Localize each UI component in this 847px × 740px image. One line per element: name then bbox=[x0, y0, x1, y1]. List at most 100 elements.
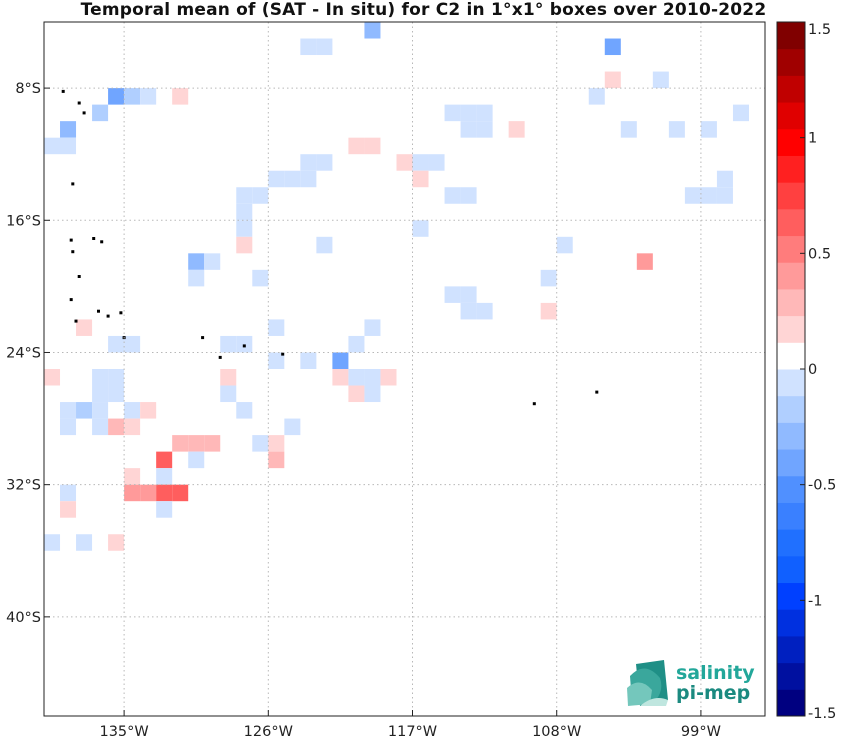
colorbar-segment bbox=[777, 529, 805, 557]
colorbar-segment bbox=[777, 102, 805, 130]
data-cell bbox=[732, 104, 749, 122]
data-cell bbox=[188, 269, 205, 287]
data-cell bbox=[636, 22, 653, 39]
data-cell bbox=[300, 154, 317, 171]
data-cell bbox=[188, 435, 205, 452]
data-cell bbox=[700, 121, 717, 138]
longitude-axis: 135°W 126°W 117°W 108°W 99°W bbox=[99, 710, 721, 740]
data-cell bbox=[316, 236, 333, 254]
data-cell bbox=[220, 369, 237, 386]
land-point bbox=[97, 309, 100, 313]
salinity-pi-mep-logo: salinity pi-mep bbox=[627, 660, 755, 706]
colorbar-segment bbox=[777, 475, 805, 503]
colorbar-segment bbox=[777, 662, 805, 690]
land-point bbox=[100, 240, 104, 244]
data-cell bbox=[92, 369, 109, 386]
land-point bbox=[242, 344, 246, 348]
lon-tick-label: 117°W bbox=[388, 724, 437, 740]
data-cell bbox=[412, 22, 429, 39]
data-cell bbox=[108, 385, 125, 403]
map-title: Temporal mean of (SAT - In situ) for C2 … bbox=[80, 0, 767, 20]
colorbar-segment bbox=[777, 48, 805, 76]
data-cell bbox=[236, 187, 253, 204]
colorbar-segment bbox=[777, 395, 805, 423]
plot-frame bbox=[43, 21, 766, 717]
data-cell bbox=[156, 501, 173, 518]
data-cell bbox=[60, 121, 77, 138]
land-point bbox=[218, 355, 222, 359]
data-cell bbox=[108, 335, 125, 353]
data-cell bbox=[652, 71, 669, 89]
colorbar-segment bbox=[777, 582, 805, 610]
data-cell bbox=[620, 121, 637, 138]
data-cell bbox=[236, 236, 253, 254]
land-point bbox=[281, 352, 285, 356]
colorbar-segment bbox=[777, 22, 805, 50]
data-cell bbox=[412, 154, 429, 171]
land-point bbox=[201, 336, 205, 340]
colorbar-segment bbox=[777, 288, 805, 317]
plot-background bbox=[44, 22, 765, 716]
data-cell bbox=[252, 435, 269, 452]
data-cell bbox=[92, 402, 109, 419]
colorbar-segment bbox=[777, 235, 805, 263]
data-cell bbox=[92, 104, 109, 122]
data-cell bbox=[668, 121, 685, 138]
data-cell bbox=[60, 137, 77, 155]
data-cell bbox=[380, 369, 397, 386]
colorbar-segment bbox=[777, 342, 805, 370]
data-cell bbox=[332, 369, 349, 386]
land-point bbox=[532, 402, 536, 406]
data-cell bbox=[300, 38, 317, 56]
plot-area: 135°W 126°W 117°W 108°W 99°W 8°S 16°S 24°S 32°S… bbox=[6, 21, 766, 740]
data-cell bbox=[700, 22, 717, 39]
data-cell bbox=[76, 402, 93, 419]
data-cell bbox=[44, 534, 61, 551]
data-cell bbox=[124, 269, 141, 287]
logo-line1: salinity bbox=[676, 662, 755, 684]
data-cell bbox=[124, 335, 141, 353]
lat-tick-label: 16°S bbox=[6, 213, 41, 229]
data-cell bbox=[156, 484, 173, 502]
data-cell bbox=[700, 187, 717, 204]
land-point bbox=[82, 111, 86, 115]
data-cell bbox=[716, 170, 733, 188]
colorbar-segment bbox=[777, 635, 805, 664]
data-cell bbox=[572, 88, 589, 105]
data-cell bbox=[572, 269, 589, 287]
data-cell bbox=[444, 137, 461, 155]
data-cell bbox=[188, 451, 205, 469]
data-cell bbox=[124, 418, 141, 436]
data-cell bbox=[348, 385, 365, 403]
data-cell bbox=[540, 302, 557, 320]
data-cell bbox=[300, 352, 317, 369]
land-point bbox=[92, 237, 96, 240]
lon-tick-label: 126°W bbox=[244, 724, 293, 740]
colorbar-segment bbox=[777, 262, 805, 290]
colorbar-segment bbox=[777, 555, 805, 584]
data-cell bbox=[220, 335, 237, 353]
land-point bbox=[77, 275, 81, 278]
colorbar-segment bbox=[777, 208, 805, 237]
data-cell bbox=[444, 187, 461, 204]
data-cell bbox=[284, 170, 301, 188]
data-cell bbox=[284, 418, 301, 436]
data-cell bbox=[60, 402, 77, 419]
data-cell bbox=[188, 253, 205, 270]
colorbar: 1.5 1 0.5 0 -0.5 -1 -1.5 bbox=[776, 21, 836, 722]
data-cell bbox=[220, 385, 237, 403]
land-point bbox=[74, 319, 78, 323]
land-point bbox=[71, 250, 75, 254]
logo-wave-icon bbox=[627, 660, 668, 706]
lat-tick-label: 32°S bbox=[6, 478, 41, 494]
data-cell bbox=[236, 203, 253, 221]
lat-tick-label: 24°S bbox=[6, 345, 41, 361]
data-cell bbox=[316, 154, 333, 171]
data-cell bbox=[460, 187, 477, 204]
data-cell bbox=[204, 435, 221, 452]
data-cell bbox=[252, 187, 269, 204]
data-cell bbox=[268, 435, 285, 452]
data-cell bbox=[60, 418, 77, 436]
colorbar-segment bbox=[777, 182, 805, 210]
